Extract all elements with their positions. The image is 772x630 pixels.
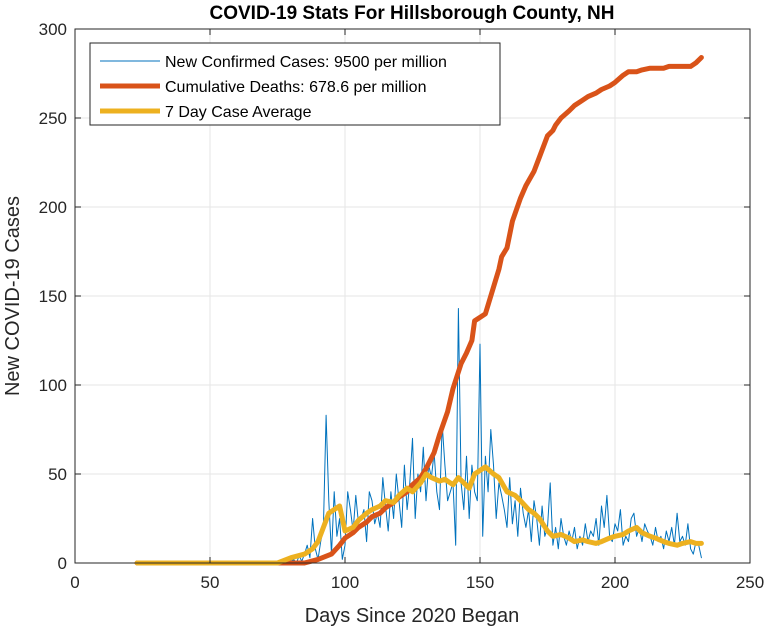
legend-label-new-cases: New Confirmed Cases: 9500 per million (165, 54, 447, 71)
x-tick-label: 150 (466, 573, 494, 592)
legend-label-7-day-average: 7 Day Case Average (165, 104, 312, 121)
legend-label-cumulative-deaths: Cumulative Deaths: 678.6 per million (165, 79, 426, 96)
x-axis-label: Days Since 2020 Began (305, 605, 520, 627)
y-tick-label: 150 (39, 287, 67, 306)
legend: New Confirmed Cases: 9500 per million Cu… (89, 42, 501, 126)
y-tick-label: 200 (39, 198, 67, 217)
y-tick-label: 250 (39, 109, 67, 128)
y-axis-label: New COVID-19 Cases (2, 196, 24, 396)
y-tick-label: 0 (58, 554, 67, 573)
y-tick-label: 50 (48, 465, 67, 484)
series-line-7-day-average (134, 464, 704, 566)
x-tick-label: 0 (70, 573, 79, 592)
y-tick-label: 300 (39, 20, 67, 39)
series-layer (134, 55, 704, 566)
series-line-cumulative-deaths (134, 55, 704, 566)
y-tick-label: 100 (39, 376, 67, 395)
chart-title: COVID-19 Stats For Hillsborough County, … (210, 3, 615, 24)
x-tick-label: 250 (736, 573, 764, 592)
x-tick-label: 100 (331, 573, 359, 592)
ticks: 0 50 100 150 200 250 0 50 100 150 200 250 300 (39, 20, 765, 592)
x-tick-label: 200 (601, 573, 629, 592)
x-tick-label: 50 (201, 573, 220, 592)
